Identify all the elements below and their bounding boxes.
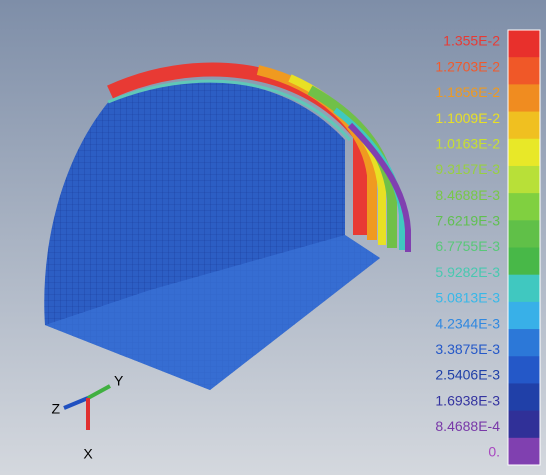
- color-bar-segment: [508, 275, 540, 303]
- legend-label: 1.1856E-2: [435, 84, 500, 100]
- legend-label: 5.9282E-3: [435, 264, 500, 280]
- color-bar-segment: [508, 411, 540, 439]
- legend-label: 0.: [488, 444, 500, 460]
- color-bar-segment: [508, 84, 540, 112]
- color-bar-segment: [508, 139, 540, 167]
- color-bar-segment: [508, 356, 540, 384]
- legend-label: 1.6938E-3: [435, 392, 500, 408]
- color-bar-segment: [508, 302, 540, 330]
- color-bar-segment: [508, 30, 540, 58]
- scene: Z Y X 1.355E-2 1.2703E-2 1.1856E-2 1.1009E-…: [0, 0, 546, 475]
- viewport: Z Y X 1.355E-2 1.2703E-2 1.1856E-2 1.1009E-…: [0, 0, 546, 475]
- legend-label: 5.0813E-3: [435, 290, 500, 306]
- y-label: Y: [114, 373, 124, 389]
- color-bar-segment: [508, 329, 540, 357]
- legend-label: 1.355E-2: [443, 33, 500, 49]
- legend-label: 7.6219E-3: [435, 213, 500, 229]
- legend-label: 9.3157E-3: [435, 161, 500, 177]
- color-bar-segment: [508, 193, 540, 221]
- legend-label: 8.4688E-4: [435, 418, 500, 434]
- color-bar-segment: [508, 57, 540, 85]
- legend-label: 1.0163E-2: [435, 135, 500, 151]
- z-label: Z: [51, 401, 60, 417]
- legend: 1.355E-2 1.2703E-2 1.1856E-2 1.1009E-2 1.016…: [435, 30, 540, 466]
- color-bar-segment: [508, 166, 540, 194]
- legend-label: 8.4688E-3: [435, 187, 500, 203]
- color-bar-segment: [508, 438, 540, 466]
- legend-label: 2.5406E-3: [435, 367, 500, 383]
- color-bar-segment: [508, 112, 540, 140]
- x-label: X: [83, 446, 93, 462]
- legend-label: 4.2344E-3: [435, 315, 500, 331]
- legend-label: 1.2703E-2: [435, 58, 500, 74]
- color-bar-segment: [508, 248, 540, 276]
- color-bar-segment: [508, 220, 540, 248]
- legend-label: 3.3875E-3: [435, 341, 500, 357]
- legend-label: 1.1009E-2: [435, 110, 500, 126]
- color-bar-segment: [508, 383, 540, 411]
- legend-label: 6.7755E-3: [435, 238, 500, 254]
